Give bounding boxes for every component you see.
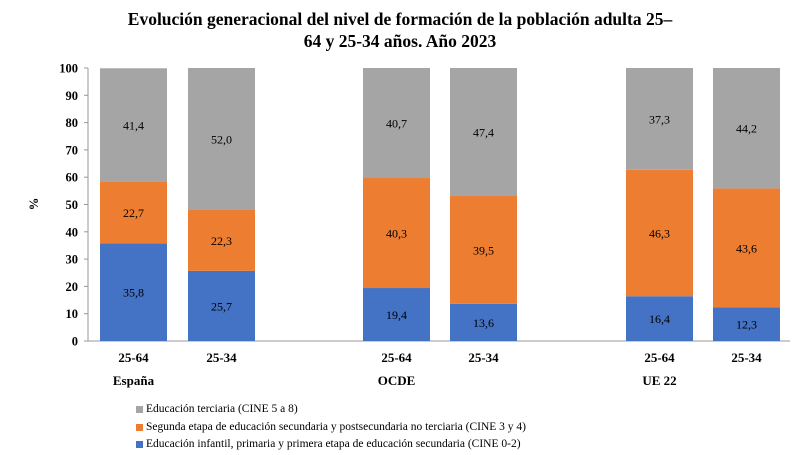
data-label: 39,5	[473, 243, 494, 257]
x-category-label: 25-64	[118, 350, 149, 365]
legend-item: Educación terciaria (CINE 5 a 8)	[136, 401, 526, 419]
chart-title-line-2: 64 y 25-34 años. Año 2023	[303, 31, 497, 51]
y-tick-label: 10	[66, 307, 79, 321]
data-label: 40,3	[386, 227, 407, 241]
legend-item: Segunda etapa de educación secundaria y …	[136, 419, 526, 437]
y-tick-label: 100	[59, 62, 78, 76]
legend-swatch	[136, 441, 143, 449]
bar-segment	[713, 68, 780, 189]
x-category-label: 25-34	[206, 350, 237, 365]
bar-segment	[450, 303, 517, 341]
x-group-label: UE 22	[642, 373, 676, 388]
bar-segment	[100, 243, 167, 341]
bar-segment	[363, 68, 430, 179]
x-category-label: 25-64	[644, 350, 675, 365]
y-tick-label: 80	[66, 116, 79, 130]
y-tick-label: 0	[72, 335, 78, 349]
data-label: 35,8	[123, 286, 144, 300]
data-label: 37,3	[649, 112, 670, 126]
bar-segment	[188, 68, 255, 210]
y-tick-label: 30	[66, 253, 79, 267]
data-label: 19,4	[386, 308, 407, 322]
data-label: 44,2	[736, 122, 757, 136]
stacked-bar-chart: 0 10 20 30 40 50 60 70 80 90 100% 35,8 22,7 41,4 25-64…	[27, 62, 790, 388]
data-label: 25,7	[211, 299, 232, 313]
bar-segment	[450, 68, 517, 197]
bar-segment	[626, 296, 693, 341]
x-group-label: OCDE	[378, 373, 416, 388]
x-group-label: España	[113, 373, 155, 388]
data-label: 40,7	[386, 117, 407, 131]
x-category-label: 25-34	[731, 350, 762, 365]
chart-title: Evolución generacional del nivel de form…	[60, 8, 740, 52]
y-tick-label: 40	[66, 225, 79, 239]
bar-segment	[100, 181, 167, 244]
x-category-label: 25-64	[381, 350, 412, 365]
data-label: 22,7	[123, 206, 144, 220]
bar-segment	[363, 178, 430, 289]
legend-label: Educación infantil, primaria y primera e…	[146, 438, 521, 450]
legend-swatch	[136, 423, 143, 431]
chart-legend: Educación terciaria (CINE 5 a 8) Segunda …	[136, 401, 526, 454]
data-label: 16,4	[649, 312, 670, 326]
bar-segment	[188, 209, 255, 271]
data-label: 41,4	[123, 118, 144, 132]
data-label: 12,3	[736, 318, 757, 332]
bar-segment	[626, 68, 693, 170]
bar-segment	[363, 288, 430, 341]
data-label: 47,4	[473, 126, 494, 140]
data-label: 13,6	[473, 316, 494, 330]
y-tick-label: 50	[66, 198, 79, 212]
bar-segment	[450, 196, 517, 304]
y-tick-label: 70	[66, 143, 79, 157]
data-label: 52,0	[211, 132, 232, 146]
bar-segment	[188, 270, 255, 341]
bar-segment	[713, 188, 780, 308]
y-tick-label: 20	[66, 280, 79, 294]
chart-title-line-1: Evolución generacional del nivel de form…	[127, 9, 673, 29]
data-label: 43,6	[736, 241, 757, 255]
legend-label: Educación terciaria (CINE 5 a 8)	[146, 403, 298, 415]
legend-item: Educación infantil, primaria y primera e…	[136, 436, 526, 454]
y-axis-label: %	[27, 198, 41, 211]
y-tick-label: 90	[66, 89, 79, 103]
legend-swatch	[136, 406, 143, 414]
data-label: 46,3	[649, 227, 670, 241]
bar-segment	[100, 68, 167, 182]
legend-label: Segunda etapa de educación secundaria y …	[146, 420, 526, 433]
y-tick-label: 60	[66, 171, 79, 185]
x-category-label: 25-34	[468, 350, 499, 365]
bar-segment	[626, 169, 693, 297]
data-label: 22,3	[211, 234, 232, 248]
bar-segment	[713, 307, 780, 341]
